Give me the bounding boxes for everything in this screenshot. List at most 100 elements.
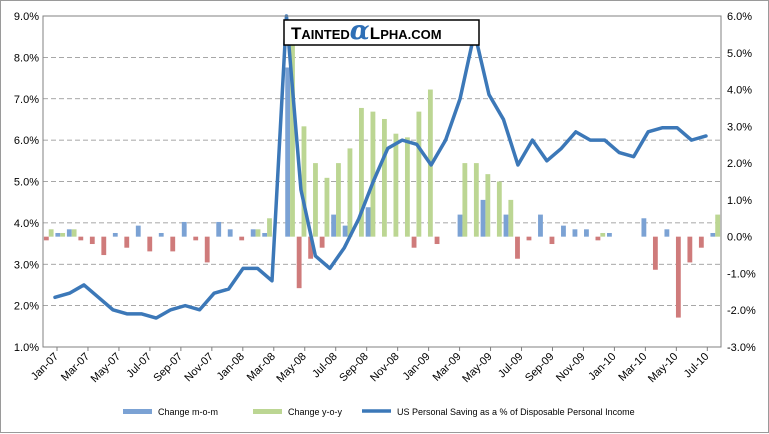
bar-yoy — [715, 215, 720, 237]
right-tick-label: -2.0% — [727, 305, 756, 317]
bar-mom — [182, 222, 187, 237]
x-tick-label: Sep-07 — [151, 351, 185, 385]
bar-mom — [458, 215, 463, 237]
left-tick-label: 7.0% — [14, 94, 39, 106]
bar-mom — [320, 237, 325, 248]
x-tick-label: Mar-10 — [616, 351, 649, 384]
left-tick-label: 8.0% — [14, 52, 39, 64]
bar-yoy — [462, 163, 467, 237]
bar-yoy — [382, 119, 387, 237]
watermark: TAINTEDαLPHA.COM — [284, 16, 479, 46]
x-tick-label: Jul-07 — [124, 351, 154, 381]
right-tick-label: 3.0% — [727, 121, 752, 133]
x-tick-label: Jan-07 — [29, 351, 61, 383]
bar-mom — [55, 233, 60, 237]
legend-swatch-yoy — [253, 409, 282, 414]
right-tick-label: 5.0% — [727, 48, 752, 60]
x-tick-label: Jan-08 — [215, 351, 247, 383]
bar-mom — [481, 200, 486, 237]
legend-label-mom: Change m-o-m — [158, 407, 218, 417]
bar-mom — [67, 229, 72, 236]
bar-yoy — [600, 233, 605, 237]
right-tick-label: 0.0% — [727, 232, 752, 244]
x-tick-label: May-08 — [274, 351, 308, 385]
bar-mom — [228, 229, 233, 236]
left-tick-label: 6.0% — [14, 135, 39, 147]
x-tick-label: Jan-10 — [586, 351, 618, 383]
bar-mom — [262, 233, 267, 237]
bar-mom — [653, 237, 658, 270]
bar-mom — [596, 237, 601, 241]
x-tick-label: Nov-07 — [182, 351, 216, 385]
right-tick-label: 4.0% — [727, 85, 752, 97]
x-tick-label: Jul-09 — [496, 351, 526, 381]
bar-mom — [216, 222, 221, 237]
x-tick-label: Sep-08 — [337, 351, 371, 385]
watermark-part: α — [350, 16, 370, 46]
left-tick-label: 5.0% — [14, 177, 39, 189]
bar-mom — [561, 226, 566, 237]
bar-mom — [641, 218, 646, 236]
bar-mom — [343, 226, 348, 237]
bar-mom — [44, 237, 49, 241]
bar-mom — [412, 237, 417, 248]
bar-yoy — [348, 148, 353, 236]
x-tick-label: May-07 — [89, 351, 123, 385]
bar-mom — [515, 237, 520, 259]
bar-mom — [607, 233, 612, 237]
x-tick-label: Sep-09 — [523, 351, 557, 385]
left-tick-label: 3.0% — [14, 259, 39, 271]
bar-mom — [147, 237, 152, 252]
bar-mom — [699, 237, 704, 248]
bar-yoy — [60, 233, 65, 237]
left-tick-label: 1.0% — [14, 342, 39, 354]
bar-mom — [687, 237, 692, 263]
right-tick-label: -1.0% — [727, 268, 756, 280]
bar-mom — [366, 207, 371, 236]
x-tick-label: Nov-09 — [554, 351, 588, 385]
bar-yoy — [313, 163, 318, 237]
saving-rate-line — [55, 16, 706, 318]
bar-mom — [710, 233, 715, 237]
bar-mom — [331, 215, 336, 237]
watermark-part: L — [370, 24, 380, 43]
bar-yoy — [267, 218, 272, 236]
x-tick-label: May-09 — [460, 351, 494, 385]
watermark-part: T — [291, 24, 302, 43]
x-tick-label: Mar-09 — [431, 351, 464, 384]
bar-mom — [101, 237, 106, 255]
left-tick-label: 9.0% — [14, 11, 39, 23]
x-tick-label: Mar-08 — [245, 351, 278, 384]
bar-mom — [205, 237, 210, 263]
bar-mom — [550, 237, 555, 244]
bar-mom — [527, 237, 532, 241]
bar-yoy — [485, 174, 490, 237]
bar-mom — [113, 233, 118, 237]
bar-mom — [573, 229, 578, 236]
bar-mom — [435, 237, 440, 244]
bar-yoy — [416, 112, 421, 237]
watermark-part: PHA.COM — [380, 27, 441, 42]
bar-mom — [538, 215, 543, 237]
legend-swatch-mom — [123, 409, 152, 414]
right-tick-label: 1.0% — [727, 195, 752, 207]
bar-mom — [239, 237, 244, 241]
bar-mom — [124, 237, 129, 248]
x-tick-label: Jul-10 — [682, 351, 712, 381]
legend-label-line: US Personal Saving as a % of Disposable … — [397, 407, 635, 417]
bar-mom — [676, 237, 681, 318]
bar-yoy — [405, 137, 410, 236]
bar-yoy — [336, 163, 341, 237]
bar-yoy — [497, 182, 502, 237]
x-tick-label: Mar-07 — [59, 351, 92, 384]
right-tick-label: 6.0% — [727, 11, 752, 23]
bar-yoy — [325, 178, 330, 237]
right-tick-label: -3.0% — [727, 342, 756, 354]
bar-yoy — [72, 229, 77, 236]
left-tick-label: 2.0% — [14, 301, 39, 313]
bar-yoy — [302, 126, 307, 236]
bar-mom — [170, 237, 175, 252]
bar-yoy — [49, 229, 54, 236]
